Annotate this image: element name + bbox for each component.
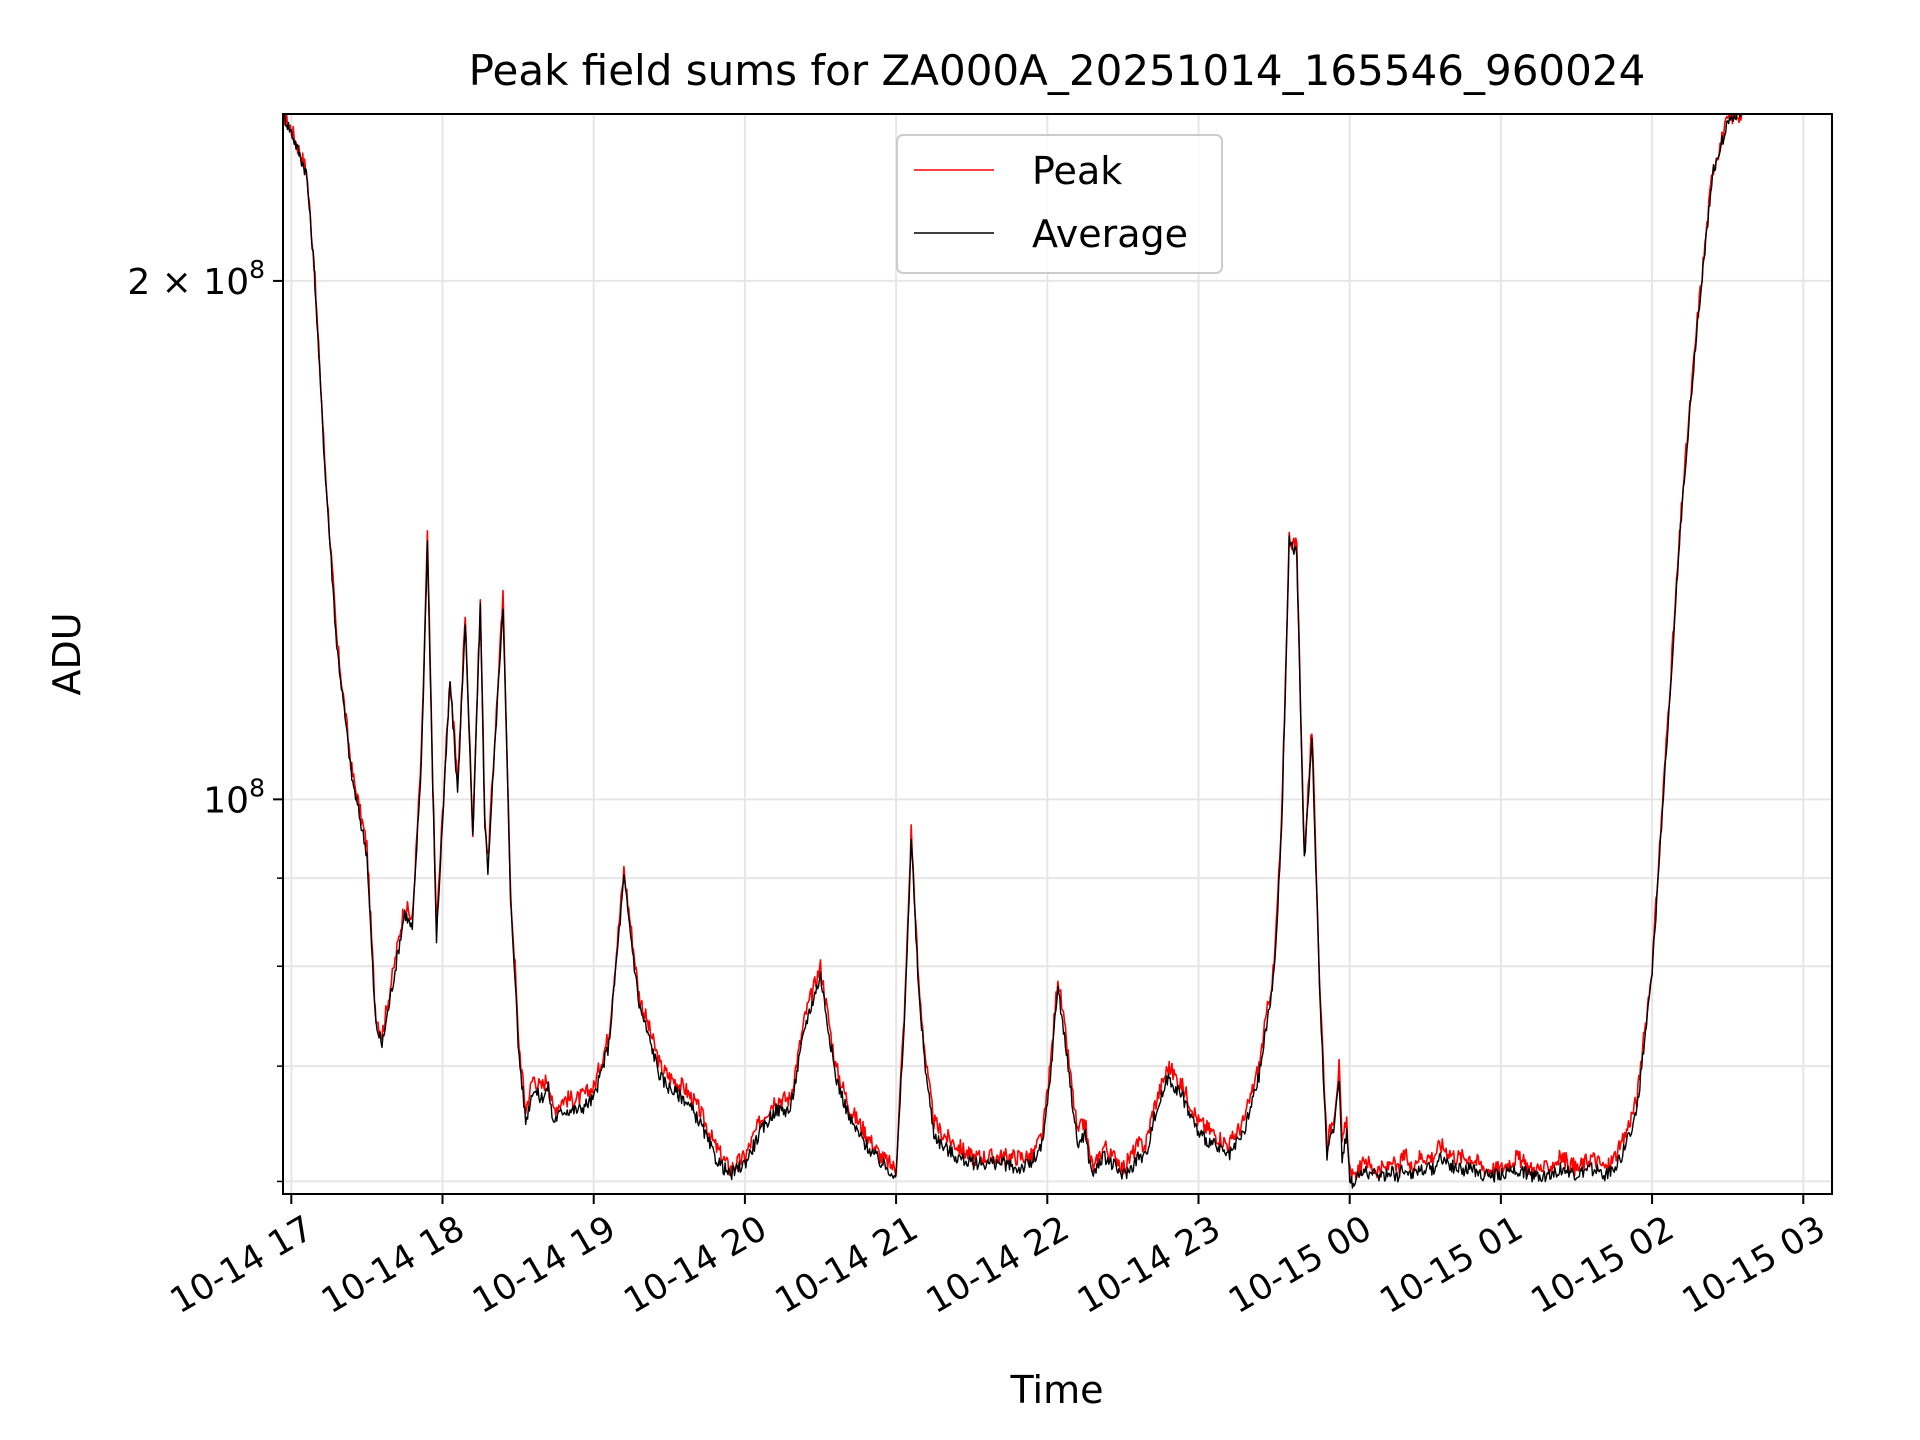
- x-axis-label: Time: [1010, 1368, 1104, 1412]
- series-layer: [282, 113, 1743, 1189]
- grid-lines: [283, 114, 1832, 1194]
- plot-frame: [282, 113, 1833, 1195]
- legend-label-peak: Peak: [1032, 149, 1122, 193]
- legend: Peak Average: [896, 134, 1223, 274]
- y-axis-label: ADU: [45, 612, 89, 695]
- chart-title: Peak field sums for ZA000A_20251014_1655…: [469, 46, 1646, 95]
- legend-label-average: Average: [1032, 212, 1188, 256]
- y-tick-label: 108: [203, 773, 265, 821]
- y-tick-label: 2 × 108: [127, 255, 265, 303]
- series-line-average: [282, 113, 1743, 1189]
- y-axis-ticks: 108 2 × 108: [127, 255, 283, 1183]
